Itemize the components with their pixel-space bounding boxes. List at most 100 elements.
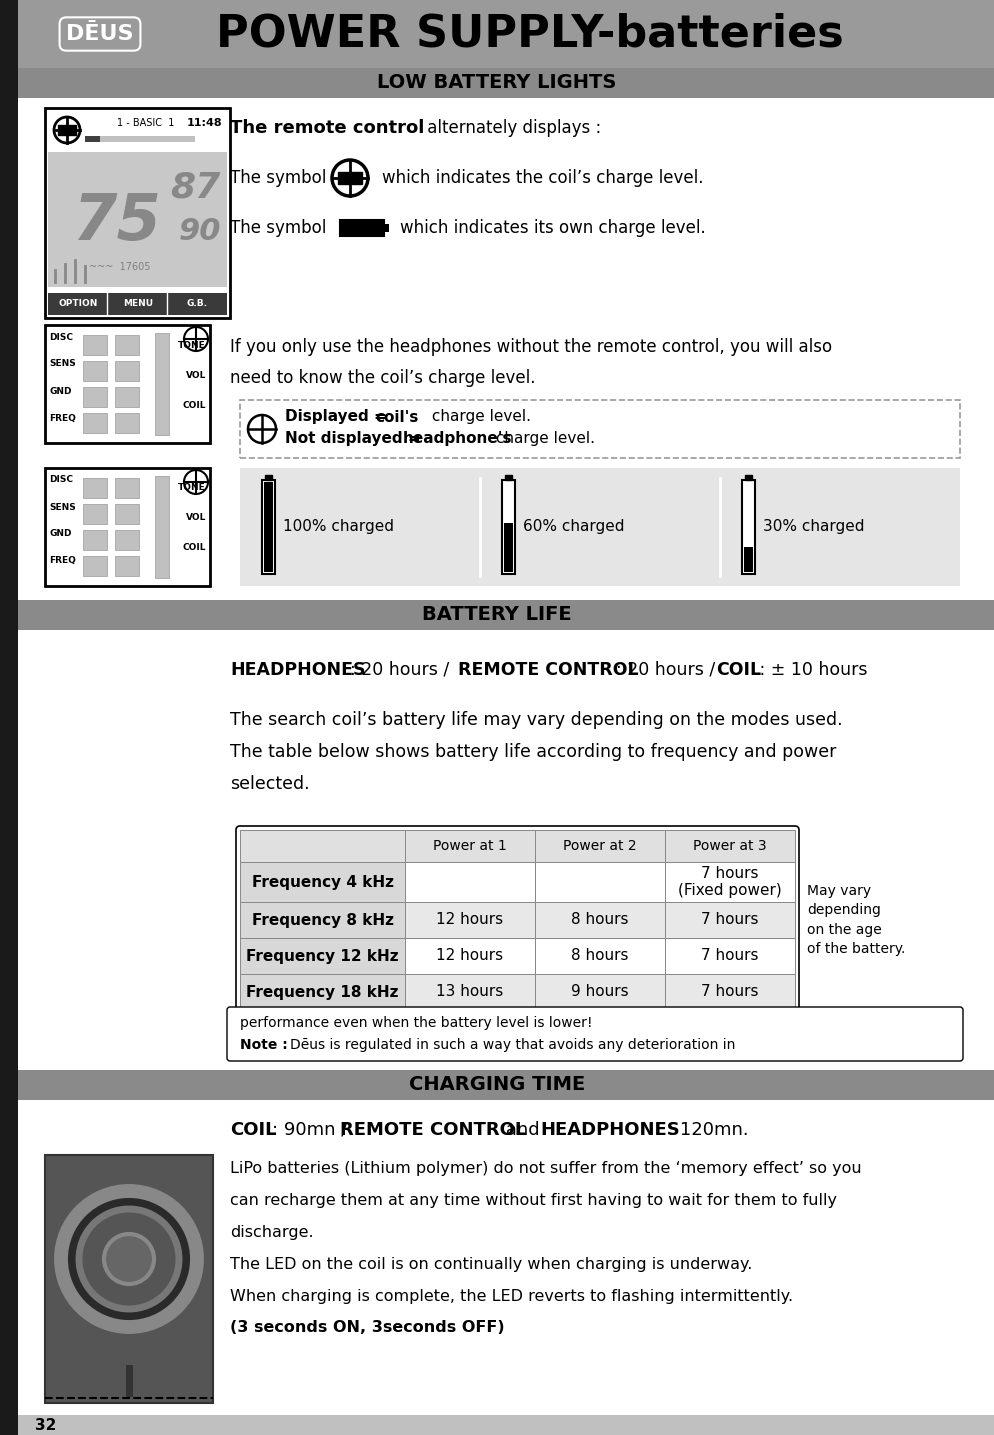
Bar bbox=[115, 387, 139, 408]
Text: COIL: COIL bbox=[183, 544, 206, 552]
Circle shape bbox=[79, 1210, 179, 1309]
Text: COIL: COIL bbox=[716, 662, 761, 679]
Bar bbox=[340, 220, 384, 235]
Text: BATTERY LIFE: BATTERY LIFE bbox=[422, 606, 572, 624]
Text: SENS: SENS bbox=[49, 360, 76, 369]
Bar bbox=[155, 333, 169, 435]
Text: : 20 hours /: : 20 hours / bbox=[350, 662, 454, 679]
Bar bbox=[535, 974, 665, 1010]
Text: headphone's: headphone's bbox=[403, 432, 513, 446]
Bar bbox=[83, 555, 107, 575]
Bar bbox=[745, 475, 752, 479]
Text: 90: 90 bbox=[179, 218, 222, 247]
Bar bbox=[665, 974, 795, 1010]
Text: LOW BATTERY LIGHTS: LOW BATTERY LIGHTS bbox=[378, 73, 616, 92]
Text: 7 hours: 7 hours bbox=[701, 949, 758, 963]
Text: 13 hours: 13 hours bbox=[436, 984, 504, 1000]
Text: Note :: Note : bbox=[240, 1038, 287, 1052]
Text: charge level.: charge level. bbox=[427, 409, 531, 425]
Bar bbox=[45, 108, 230, 319]
Circle shape bbox=[61, 1191, 197, 1327]
Bar bbox=[535, 903, 665, 938]
Text: LiPo batteries (Lithium polymer) do not suffer from the ‘memory effect’ so you: LiPo batteries (Lithium polymer) do not … bbox=[230, 1161, 862, 1175]
Text: May vary
depending
on the age
of the battery.: May vary depending on the age of the bat… bbox=[807, 884, 906, 956]
Text: MENU: MENU bbox=[123, 300, 153, 309]
Bar bbox=[384, 224, 389, 232]
Bar bbox=[58, 125, 76, 135]
Text: The table below shows battery life according to frequency and power: The table below shows battery life accor… bbox=[230, 743, 836, 761]
Text: Power at 2: Power at 2 bbox=[564, 839, 637, 852]
Text: 30% charged: 30% charged bbox=[763, 519, 865, 534]
Text: selected.: selected. bbox=[230, 775, 309, 794]
Bar bbox=[18, 600, 994, 630]
Text: 8 hours: 8 hours bbox=[572, 913, 629, 927]
Bar bbox=[405, 829, 535, 862]
Text: 9 hours: 9 hours bbox=[572, 984, 629, 1000]
Text: TONE: TONE bbox=[178, 340, 206, 350]
Text: : ± 10 hours: : ± 10 hours bbox=[754, 662, 868, 679]
Text: 7 hours: 7 hours bbox=[701, 984, 758, 1000]
Bar bbox=[18, 1415, 994, 1435]
Text: Displayed =: Displayed = bbox=[285, 409, 392, 425]
Bar bbox=[48, 293, 227, 316]
Bar bbox=[405, 974, 535, 1010]
Bar bbox=[18, 0, 994, 67]
Text: and: and bbox=[500, 1121, 546, 1139]
Bar bbox=[665, 862, 795, 903]
Text: COIL: COIL bbox=[230, 1121, 276, 1139]
Text: GND: GND bbox=[49, 386, 72, 396]
Bar bbox=[115, 362, 139, 382]
Bar bbox=[264, 482, 273, 573]
Text: 1 - BASIC  1: 1 - BASIC 1 bbox=[117, 118, 174, 128]
Text: VOL: VOL bbox=[186, 514, 206, 522]
Bar bbox=[83, 362, 107, 382]
Bar bbox=[338, 172, 362, 184]
Bar bbox=[262, 479, 275, 574]
Text: Frequency 8 kHz: Frequency 8 kHz bbox=[251, 913, 394, 927]
Text: When charging is complete, the LED reverts to flashing intermittently.: When charging is complete, the LED rever… bbox=[230, 1289, 793, 1303]
Text: G.B.: G.B. bbox=[187, 300, 208, 309]
Text: COIL: COIL bbox=[183, 400, 206, 409]
Text: Dēus is regulated in such a way that avoids any deterioration in: Dēus is regulated in such a way that avo… bbox=[290, 1038, 736, 1052]
Text: 11:48: 11:48 bbox=[187, 118, 222, 128]
Text: Frequency 4 kHz: Frequency 4 kHz bbox=[251, 874, 394, 890]
Text: 87: 87 bbox=[170, 169, 220, 204]
Text: coil's: coil's bbox=[375, 409, 418, 425]
Bar bbox=[240, 903, 405, 938]
Text: REMOTE CONTROL: REMOTE CONTROL bbox=[458, 662, 638, 679]
Bar bbox=[535, 938, 665, 974]
Text: 8 hours: 8 hours bbox=[572, 949, 629, 963]
Text: SENS: SENS bbox=[49, 502, 76, 511]
Text: 12 hours: 12 hours bbox=[436, 949, 504, 963]
Text: POWER SUPPLY-batteries: POWER SUPPLY-batteries bbox=[216, 13, 844, 56]
Bar bbox=[742, 479, 755, 574]
Text: : 120mn.: : 120mn. bbox=[668, 1121, 748, 1139]
Text: REMOTE CONTROL: REMOTE CONTROL bbox=[340, 1121, 526, 1139]
Text: OPTION: OPTION bbox=[59, 300, 97, 309]
Bar bbox=[405, 938, 535, 974]
Text: : 20 hours /: : 20 hours / bbox=[616, 662, 721, 679]
Bar bbox=[83, 413, 107, 433]
Bar bbox=[85, 136, 100, 142]
FancyBboxPatch shape bbox=[236, 827, 799, 1015]
Bar bbox=[83, 334, 107, 354]
Text: Power at 1: Power at 1 bbox=[433, 839, 507, 852]
Bar bbox=[83, 387, 107, 408]
Text: Power at 3: Power at 3 bbox=[693, 839, 766, 852]
Text: (3 seconds ON, 3seconds OFF): (3 seconds ON, 3seconds OFF) bbox=[230, 1320, 505, 1336]
Bar bbox=[155, 476, 169, 578]
Text: DĒUS: DĒUS bbox=[67, 24, 134, 44]
Text: GND: GND bbox=[49, 530, 72, 538]
Text: can recharge them at any time without first having to wait for them to fully: can recharge them at any time without fi… bbox=[230, 1192, 837, 1207]
Bar bbox=[505, 475, 512, 479]
Bar bbox=[265, 475, 272, 479]
Text: The symbol: The symbol bbox=[230, 169, 326, 187]
Text: performance even when the battery level is lower!: performance even when the battery level … bbox=[240, 1016, 592, 1030]
Text: Frequency 18 kHz: Frequency 18 kHz bbox=[247, 984, 399, 1000]
Bar bbox=[45, 1155, 213, 1403]
Bar bbox=[48, 152, 227, 287]
Text: Not displayed =: Not displayed = bbox=[285, 432, 425, 446]
Text: HEADPHONES: HEADPHONES bbox=[540, 1121, 680, 1139]
Bar bbox=[240, 938, 405, 974]
Text: Frequency 12 kHz: Frequency 12 kHz bbox=[247, 949, 399, 963]
